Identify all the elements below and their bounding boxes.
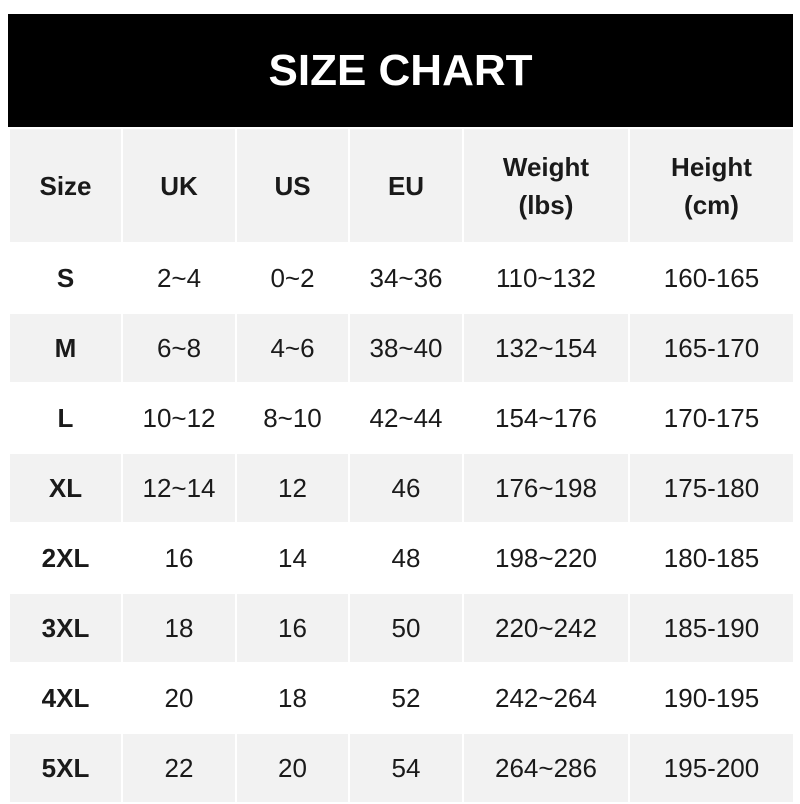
cell-eu: 48 [348,522,464,594]
cell-eu: 52 [348,662,464,734]
cell-eu: 42~44 [348,382,464,454]
cell-size: L [8,382,123,454]
cell-us: 12 [235,452,350,524]
cell-weight: 220~242 [462,592,630,664]
header-height: Height (cm) [628,127,795,244]
cell-size: 2XL [8,522,123,594]
cell-weight: 110~132 [462,242,630,314]
cell-uk: 10~12 [121,382,237,454]
cell-height: 190-195 [628,662,795,734]
cell-height: 180-185 [628,522,795,594]
table-row: XL 12~14 12 46 176~198 175-180 [8,452,795,524]
cell-height: 185-190 [628,592,795,664]
cell-size: S [8,242,123,314]
header-us: US [235,127,350,244]
cell-height: 160-165 [628,242,795,314]
cell-us: 14 [235,522,350,594]
table-row: L 10~12 8~10 42~44 154~176 170-175 [8,382,795,454]
table-row: 5XL 22 20 54 264~286 195-200 [8,732,795,804]
cell-uk: 2~4 [121,242,237,314]
cell-weight: 264~286 [462,732,630,804]
cell-uk: 22 [121,732,237,804]
cell-us: 16 [235,592,350,664]
cell-weight: 198~220 [462,522,630,594]
cell-uk: 16 [121,522,237,594]
cell-us: 8~10 [235,382,350,454]
header-weight-line1: Weight [502,151,590,182]
table-row: 2XL 16 14 48 198~220 180-185 [8,522,795,594]
cell-weight: 154~176 [462,382,630,454]
size-table: Size UK US EU Weight (lbs) Height (cm) S 2~… [8,127,795,804]
cell-height: 195-200 [628,732,795,804]
cell-height: 170-175 [628,382,795,454]
cell-us: 20 [235,732,350,804]
cell-us: 4~6 [235,312,350,384]
cell-uk: 18 [121,592,237,664]
table-row: 3XL 18 16 50 220~242 185-190 [8,592,795,664]
cell-uk: 20 [121,662,237,734]
cell-height: 165-170 [628,312,795,384]
cell-eu: 46 [348,452,464,524]
cell-weight: 176~198 [462,452,630,524]
header-eu: EU [348,127,464,244]
table-row: S 2~4 0~2 34~36 110~132 160-165 [8,242,795,314]
cell-uk: 12~14 [121,452,237,524]
cell-height: 175-180 [628,452,795,524]
cell-size: 4XL [8,662,123,734]
cell-size: XL [8,452,123,524]
size-chart-title: SIZE CHART [8,14,793,127]
cell-size: M [8,312,123,384]
cell-eu: 50 [348,592,464,664]
cell-size: 5XL [8,732,123,804]
table-row: M 6~8 4~6 38~40 132~154 165-170 [8,312,795,384]
header-size: Size [8,127,123,244]
header-weight: Weight (lbs) [462,127,630,244]
cell-size: 3XL [8,592,123,664]
header-height-line1: Height [671,151,752,182]
header-height-line2: (cm) [684,189,739,220]
header-weight-line2: (lbs) [518,189,574,220]
header-row: Size UK US EU Weight (lbs) Height (cm) [8,127,795,244]
cell-weight: 242~264 [462,662,630,734]
table-row: 4XL 20 18 52 242~264 190-195 [8,662,795,734]
cell-us: 18 [235,662,350,734]
cell-uk: 6~8 [121,312,237,384]
cell-eu: 34~36 [348,242,464,314]
header-uk: UK [121,127,237,244]
cell-eu: 38~40 [348,312,464,384]
cell-eu: 54 [348,732,464,804]
cell-us: 0~2 [235,242,350,314]
cell-weight: 132~154 [462,312,630,384]
